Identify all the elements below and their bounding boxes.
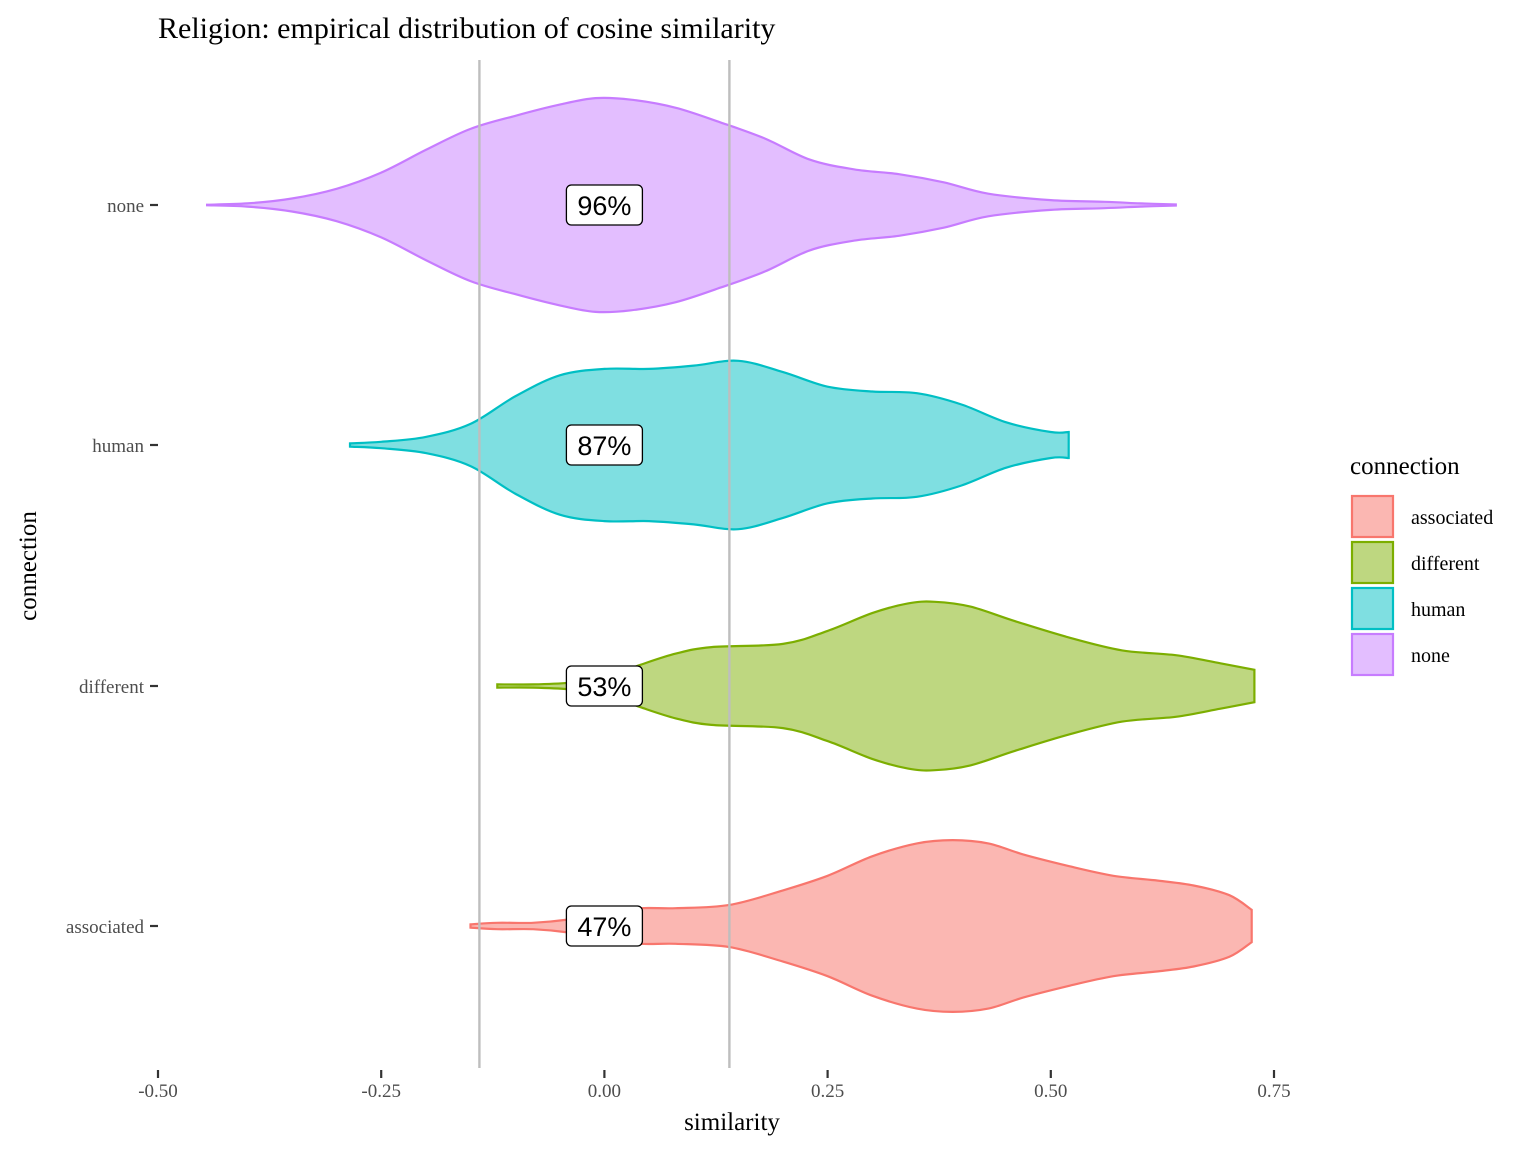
legend-item-associated: associated (1350, 494, 1493, 539)
x-tick-label: 0.75 (1257, 1081, 1290, 1102)
reference-lines (478, 60, 731, 1068)
chart-title: Religion: empirical distribution of cosi… (158, 12, 775, 45)
legend-swatch-human (1350, 586, 1395, 631)
violin-human (348, 359, 1070, 531)
percentage-labels: 47% 53% 87% 96% (565, 184, 644, 947)
label-human: 87% (565, 424, 644, 466)
legend-label-associated: associated (1411, 507, 1493, 529)
legend: connection associated different human none (1350, 453, 1493, 677)
label-box-associated (565, 905, 644, 947)
legend-item-human: human (1350, 586, 1465, 631)
x-tick-label: 0.50 (1034, 1081, 1067, 1102)
violin-associated (469, 838, 1253, 1014)
y-axis-title: connection (15, 511, 42, 621)
x-tick-label: 0.00 (588, 1081, 621, 1102)
y-tick-label-different: different (79, 677, 145, 698)
legend-swatch-different (1350, 540, 1395, 585)
label-text-associated: 47% (577, 912, 631, 942)
x-tick-label: -0.50 (138, 1081, 178, 1102)
violin-none (206, 96, 1177, 314)
legend-title: connection (1350, 453, 1460, 480)
x-tick-label: 0.25 (811, 1081, 844, 1102)
label-box-none (565, 184, 644, 226)
violin-layer (206, 96, 1256, 1014)
label-text-none: 96% (577, 191, 631, 221)
legend-swatch-associated (1350, 494, 1395, 539)
y-tick-label-none: none (107, 196, 144, 217)
legend-item-different: different (1350, 540, 1480, 585)
label-text-different: 53% (577, 672, 631, 702)
y-tick-label-human: human (92, 436, 144, 457)
y-tick-label-associated: associated (66, 917, 145, 938)
legend-label-different: different (1411, 553, 1480, 575)
legend-label-human: human (1411, 599, 1465, 621)
label-associated: 47% (565, 905, 644, 947)
label-text-human: 87% (577, 431, 631, 461)
violin-different (496, 600, 1256, 772)
legend-item-none: none (1350, 632, 1450, 677)
label-box-different (565, 665, 644, 707)
label-different: 53% (565, 665, 644, 707)
y-axis: associated different human none (66, 196, 158, 938)
label-box-human (565, 424, 644, 466)
label-none: 96% (565, 184, 644, 226)
x-tick-label: -0.25 (361, 1081, 401, 1102)
x-axis-title: similarity (684, 1109, 780, 1136)
x-axis: -0.50 -0.25 0.00 0.25 0.50 0.75 (138, 1070, 1291, 1102)
legend-label-none: none (1411, 645, 1450, 667)
legend-swatch-none (1350, 632, 1395, 677)
